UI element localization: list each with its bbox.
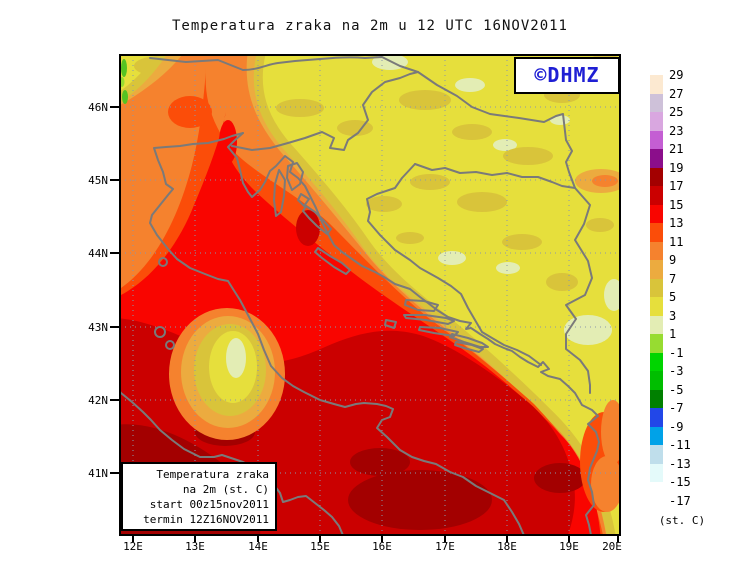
colorbar-swatch-6 [650, 186, 663, 205]
sava-border [414, 163, 576, 189]
colorbar-label-11: 11 [669, 234, 684, 249]
map-fill-layers [120, 55, 620, 535]
austria-border [242, 56, 419, 73]
alps-border [149, 57, 244, 71]
colorbar-label-9: 9 [669, 253, 677, 267]
colorbar-swatch-5 [650, 167, 663, 186]
colorbar-label-27: 27 [669, 86, 684, 101]
colorbar-swatch-14 [650, 334, 663, 353]
info-line-3: start 00z15nov2011 [149, 498, 269, 511]
lon-label-18E: 18E [497, 540, 517, 553]
west-adriatic-coast [149, 132, 525, 535]
colorbar-swatch-17 [650, 389, 663, 408]
colorbar-label-29: 29 [669, 68, 684, 82]
colorbar-label--15: -15 [669, 475, 691, 489]
colorbar-label--3: -3 [669, 364, 684, 378]
colorbar-swatch-13 [650, 315, 663, 334]
colorbar-label-1: 1 [669, 327, 677, 341]
colorbar-label--11: -11 [669, 438, 691, 452]
info-line-4: termin 12Z16NOV2011 [143, 513, 269, 526]
colorbar-label--9: -9 [669, 419, 684, 434]
colorbar-label-3: 3 [669, 308, 677, 323]
page-title: Temperatura zraka na 2m u 12 UTC 16NOV20… [171, 18, 568, 34]
lon-label-16E: 16E [372, 540, 392, 553]
colorbar-swatch-15 [650, 352, 663, 371]
colorbar-label--5: -5 [669, 382, 684, 397]
colorbar-swatch-3 [650, 130, 663, 149]
colorbar-swatch-11 [650, 278, 663, 297]
colorbar-label-15: 15 [669, 197, 684, 212]
lon-label-19E: 19E [559, 540, 579, 553]
lon-label-17E: 17E [435, 540, 455, 553]
colorbar-swatch-20 [650, 445, 663, 464]
colorbar-label-25: 25 [669, 105, 684, 119]
colorbar-swatch-12 [650, 297, 663, 316]
colorbar-swatch-8 [650, 223, 663, 242]
colorbar-label-13: 13 [669, 216, 684, 230]
info-line-1: Temperatura zraka [156, 468, 269, 481]
lon-label-14E: 14E [248, 540, 268, 553]
colorbar-label-7: 7 [669, 271, 677, 286]
colorbar-swatch-22 [650, 482, 663, 501]
lon-label-12E: 12E [123, 540, 143, 553]
lat-label-45N: 45N [88, 174, 108, 187]
lat-label-41N: 41N [88, 467, 108, 480]
slovenia-croatia-border [231, 71, 419, 151]
lat-label-42N: 42N [88, 394, 108, 407]
colorbar-label--17: -17 [669, 493, 691, 508]
colorbar-label--1: -1 [669, 345, 684, 360]
colorbar-label-5: 5 [669, 290, 677, 304]
colorbar-swatch-16 [650, 371, 663, 390]
coastlines-and-borders [120, 56, 600, 535]
map-frame [119, 54, 621, 536]
dhmz-watermark-box: ©DHMZ [514, 57, 620, 94]
colorbar-swatch-4 [650, 149, 663, 168]
croatia-bosnia-border [366, 163, 542, 366]
hungary-serbia-border [417, 71, 593, 394]
colorbar-swatch-0 [650, 75, 663, 94]
lat-label-44N: 44N [88, 247, 108, 260]
axis-ticks [110, 106, 619, 542]
colorbar-label-17: 17 [669, 179, 684, 193]
run-info-box: Temperatura zraka na 2m (st. C) start 00… [121, 462, 277, 531]
colorbar-label--7: -7 [669, 401, 684, 415]
colorbar-unit-label: (st. C) [658, 514, 706, 527]
colorbar-swatch-21 [650, 463, 663, 482]
colorbar-swatch-9 [650, 241, 663, 260]
lat-label-43N: 43N [88, 321, 108, 334]
lon-label-15E: 15E [310, 540, 330, 553]
lat-label-46N: 46N [88, 101, 108, 114]
colorbar-swatch-7 [650, 204, 663, 223]
colorbar-swatch-2 [650, 112, 663, 131]
gridlines [120, 55, 620, 535]
colorbar-swatch-18 [650, 408, 663, 427]
apennine-cool-blob [169, 308, 285, 440]
islands [154, 162, 489, 353]
colorbar-label-19: 19 [669, 160, 684, 175]
lon-label-13E: 13E [185, 540, 205, 553]
lon-label-20E: 20E [602, 540, 622, 553]
dhmz-watermark-text: ©DHMZ [534, 63, 600, 87]
colorbar-swatch-19 [650, 426, 663, 445]
colorbar-label-21: 21 [669, 142, 684, 156]
colorbar-swatch-10 [650, 260, 663, 279]
info-line-2: na 2m (st. C) [182, 483, 269, 496]
east-adriatic-coast [227, 132, 600, 535]
colorbar-label--13: -13 [669, 456, 691, 471]
colorbar-label-23: 23 [669, 123, 684, 138]
colorbar-swatch-1 [650, 93, 663, 112]
